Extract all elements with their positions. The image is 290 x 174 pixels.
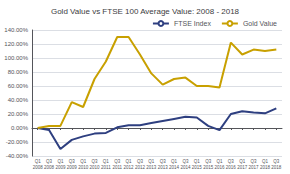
svg-text:2010: 2010 [89, 165, 100, 170]
svg-text:Q1: Q1 [194, 159, 201, 164]
svg-text:2016: 2016 [226, 165, 237, 170]
svg-text:2013: 2013 [158, 165, 169, 170]
svg-text:2008: 2008 [33, 165, 44, 170]
svg-text:2014: 2014 [180, 165, 191, 170]
svg-text:Q1: Q1 [148, 159, 155, 164]
svg-text:Q3: Q3 [69, 159, 76, 164]
svg-text:-20.00%: -20.00% [6, 139, 29, 145]
svg-text:Q3: Q3 [46, 159, 53, 164]
svg-text:Q1: Q1 [80, 159, 87, 164]
svg-text:Q1: Q1 [103, 159, 110, 164]
svg-text:Q3: Q3 [182, 159, 189, 164]
svg-text:140.00%: 140.00% [4, 27, 28, 33]
svg-text:0.00%: 0.00% [11, 125, 29, 131]
svg-text:2017: 2017 [237, 165, 248, 170]
svg-text:Q1: Q1 [171, 159, 178, 164]
svg-text:Q3: Q3 [251, 159, 258, 164]
svg-text:2018: 2018 [271, 165, 282, 170]
svg-text:Q1: Q1 [239, 159, 246, 164]
svg-text:2015: 2015 [203, 165, 214, 170]
svg-text:20.00%: 20.00% [8, 111, 29, 117]
svg-text:2014: 2014 [169, 165, 180, 170]
svg-text:120.00%: 120.00% [4, 41, 28, 47]
svg-text:2018: 2018 [260, 165, 271, 170]
svg-text:2012: 2012 [135, 165, 146, 170]
svg-text:40.00%: 40.00% [8, 97, 29, 103]
svg-text:Q1: Q1 [57, 159, 64, 164]
svg-text:Q3: Q3 [273, 159, 280, 164]
svg-text:100.00%: 100.00% [4, 55, 28, 61]
svg-text:Q1: Q1 [216, 159, 223, 164]
svg-text:2017: 2017 [249, 165, 260, 170]
svg-text:2010: 2010 [78, 165, 89, 170]
svg-text:2009: 2009 [55, 165, 66, 170]
svg-text:FTSE Index: FTSE Index [174, 20, 211, 27]
svg-text:Gold Value vs FTSE 100 Average: Gold Value vs FTSE 100 Average Value: 20… [51, 7, 240, 16]
svg-text:2008: 2008 [44, 165, 55, 170]
svg-text:80.00%: 80.00% [8, 69, 29, 75]
svg-text:Q1: Q1 [262, 159, 269, 164]
svg-text:Q3: Q3 [205, 159, 212, 164]
svg-text:Q3: Q3 [228, 159, 235, 164]
svg-text:2012: 2012 [124, 165, 135, 170]
svg-text:Q3: Q3 [160, 159, 167, 164]
svg-text:-40.00%: -40.00% [6, 153, 29, 159]
svg-text:Gold Value: Gold Value [243, 20, 277, 27]
svg-text:2015: 2015 [192, 165, 203, 170]
svg-text:2011: 2011 [101, 165, 111, 170]
svg-text:2013: 2013 [146, 165, 157, 170]
svg-text:Q1: Q1 [126, 159, 133, 164]
svg-text:Q3: Q3 [114, 159, 121, 164]
svg-text:Q1: Q1 [35, 159, 42, 164]
svg-text:60.00%: 60.00% [8, 83, 29, 89]
svg-text:2009: 2009 [67, 165, 78, 170]
svg-text:2016: 2016 [214, 165, 225, 170]
svg-text:2011: 2011 [112, 165, 122, 170]
svg-text:Q3: Q3 [91, 159, 98, 164]
svg-text:Q3: Q3 [137, 159, 144, 164]
